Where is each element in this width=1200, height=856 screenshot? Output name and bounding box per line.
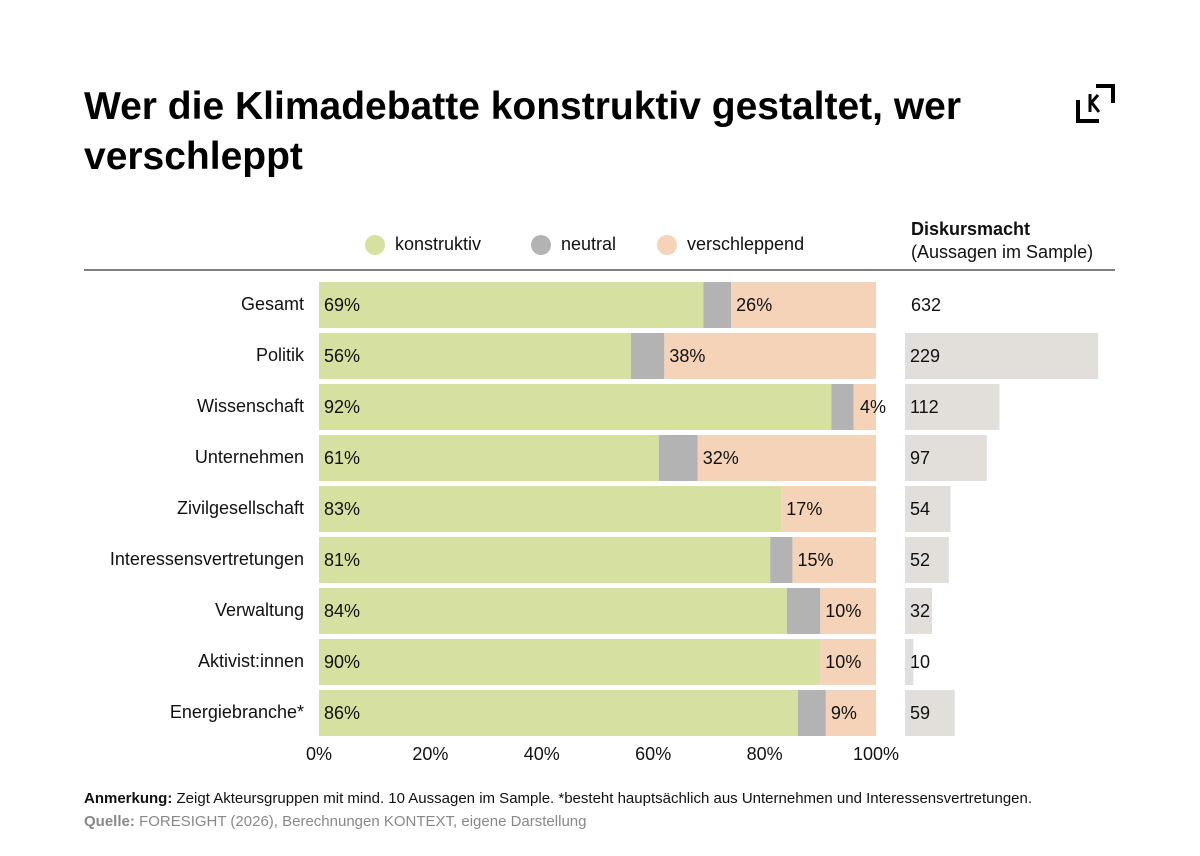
legend-swatch (657, 235, 677, 255)
value-label: 84% (324, 601, 360, 621)
bar-segment (786, 588, 821, 634)
value-label: 52 (910, 550, 930, 570)
total-label: 632 (911, 295, 941, 315)
x-tick-label: 20% (412, 744, 448, 764)
bar-segment (319, 282, 704, 328)
legend-label: neutral (561, 234, 616, 254)
x-tick-label: 60% (635, 744, 671, 764)
value-label: 26% (736, 295, 772, 315)
bar (905, 333, 1099, 379)
value-label: 229 (910, 346, 940, 366)
source-label: Quelle: (84, 813, 135, 830)
bar-segment (853, 384, 876, 430)
value-label: 15% (797, 550, 833, 570)
note-label: Anmerkung: (84, 790, 172, 807)
category-label: Zivilgesellschaft (177, 498, 304, 518)
x-tick-label: 100% (853, 744, 899, 764)
bar (905, 486, 951, 532)
bar-segment (697, 435, 876, 481)
value-label: 10% (825, 601, 861, 621)
value-label: 83% (324, 499, 360, 519)
bar-segment (731, 282, 876, 328)
value-label: 90% (324, 652, 360, 672)
source: Quelle: FORESIGHT (2026), Berechnungen K… (84, 813, 586, 830)
value-label: 112 (910, 397, 939, 417)
legend-label: verschleppend (687, 234, 804, 254)
bar-segment (792, 537, 876, 583)
category-label: Interessensvertretungen (110, 549, 304, 569)
bar (905, 435, 987, 481)
note: Anmerkung: Zeigt Akteursgruppen mit mind… (84, 790, 1032, 807)
bar-segment (658, 435, 698, 481)
chart-title: Wer die Klimadebatte konstruktiv gestalt… (84, 85, 962, 178)
bar-segment (319, 486, 782, 532)
value-label: 81% (324, 550, 360, 570)
bar-segment (703, 282, 732, 328)
value-label: 86% (324, 703, 360, 723)
note-text: Zeigt Akteursgruppen mit mind. 10 Aussag… (177, 790, 1033, 807)
bar-segment (820, 639, 876, 685)
bar-segment (319, 588, 787, 634)
value-label: 54 (910, 499, 930, 519)
value-label: 61% (324, 448, 360, 468)
value-label: 4% (860, 397, 886, 417)
bar-segment (781, 486, 876, 532)
bar (905, 639, 914, 685)
value-label: 17% (786, 499, 822, 519)
category-label: Verwaltung (215, 600, 304, 620)
category-label: Politik (256, 345, 305, 365)
source-text: FORESIGHT (2026), Berechnungen KONTEXT, … (139, 813, 586, 830)
legend-label: konstruktiv (395, 234, 481, 254)
value-label: 69% (324, 295, 360, 315)
value-label: 92% (324, 397, 360, 417)
side-title: Diskursmacht (911, 219, 1030, 239)
bar (905, 690, 955, 736)
bar-segment (664, 333, 876, 379)
category-label: Unternehmen (195, 447, 304, 467)
value-label: 38% (669, 346, 705, 366)
legend-swatch (531, 235, 551, 255)
value-label: 9% (831, 703, 857, 723)
value-label: 97 (910, 448, 930, 468)
bar (905, 537, 949, 583)
bar-segment (798, 690, 826, 736)
x-tick-label: 0% (306, 744, 332, 764)
logo (1076, 84, 1115, 123)
bar-segment (770, 537, 793, 583)
side-subtitle: (Aussagen im Sample) (911, 242, 1093, 262)
value-label: 10% (825, 652, 861, 672)
bar (905, 384, 1000, 430)
value-label: 10 (910, 652, 930, 672)
bar-segment (319, 537, 771, 583)
value-label: 32% (703, 448, 739, 468)
bar-segment (820, 588, 876, 634)
value-label: 32 (910, 601, 930, 621)
category-label: Energiebranche* (170, 702, 304, 722)
bar (905, 588, 932, 634)
category-label: Aktivist:innen (198, 651, 304, 671)
category-label: Wissenschaft (197, 396, 304, 416)
legend-swatch (365, 235, 385, 255)
bar-segment (630, 333, 665, 379)
value-label: 56% (324, 346, 360, 366)
bar-segment (831, 384, 854, 430)
value-label: 59 (910, 703, 930, 723)
bar-segment (319, 639, 821, 685)
bar-segment (319, 384, 832, 430)
x-tick-label: 40% (524, 744, 560, 764)
category-label: Gesamt (241, 294, 304, 314)
bar-segment (825, 690, 876, 736)
bar-segment (319, 435, 659, 481)
x-tick-label: 80% (747, 744, 783, 764)
bar-segment (319, 690, 799, 736)
bar-segment (319, 333, 631, 379)
